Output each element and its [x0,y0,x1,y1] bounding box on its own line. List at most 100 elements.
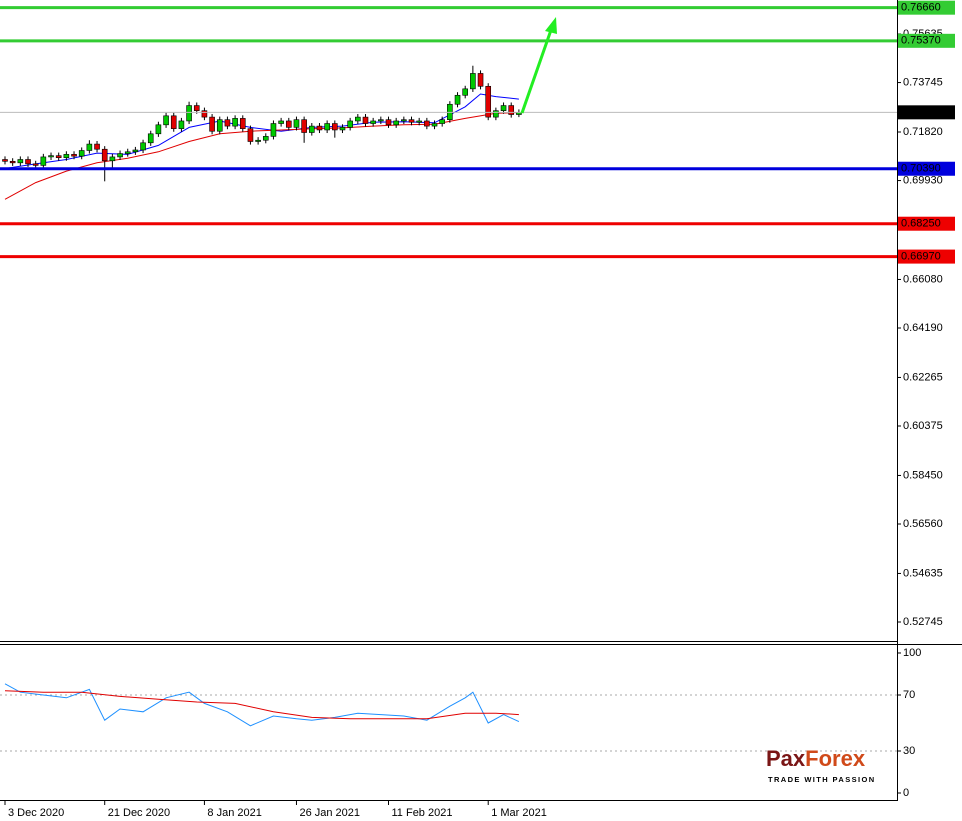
candle-body [385,119,392,126]
y-tick-label: 0.62265 [903,371,943,383]
candle-body [55,155,62,158]
candle-body [78,150,85,157]
candle-body [339,127,346,131]
candle-body [439,119,445,124]
candle-body [9,160,16,164]
candle-body [94,143,100,150]
level-box [898,33,955,48]
y-tick-label: 100 [903,647,921,659]
candle-body [332,123,338,131]
indicator-line [4,690,519,720]
candle-body [308,125,315,133]
indicator-line [4,683,520,727]
x-tick-label: 26 Jan 2021 [299,807,360,819]
candle-body [170,115,177,129]
x-tick-label: 1 Mar 2021 [491,807,547,819]
candle-body [370,120,376,124]
y-tick-label: 0.66080 [903,273,943,285]
x-tick-label: 21 Dec 2020 [108,807,170,819]
candle-body [485,85,492,118]
candle-body [255,139,261,142]
candle-body [424,120,430,127]
arrow-shaft [520,29,553,114]
candle-body [293,119,300,128]
candle-body [262,136,269,141]
level-label: 0.68250 [901,218,941,230]
y-tick-label: 70 [903,689,915,701]
candle-body [124,151,131,154]
candle-body [278,120,284,124]
candle-body [416,120,422,123]
candle-body [285,120,292,128]
candle-body [86,143,93,151]
candle-body [216,119,223,132]
candle-body [163,115,169,126]
y-tick-label: 0.73745 [903,76,943,88]
x-tick-label: 3 Dec 2020 [8,807,64,819]
candle-body [362,116,369,124]
candle-body [239,118,246,129]
y-tick-label: 30 [903,745,915,757]
candle-body [232,118,238,127]
candle-body [25,159,31,165]
candle-body [132,149,139,153]
candle-body [401,119,407,122]
candle-body [17,159,24,164]
logo-text: PaxForex [766,746,866,771]
candle-body [2,159,8,162]
x-tick-label: 8 Jan 2021 [207,807,261,819]
y-tick-label: 0.58450 [903,469,943,481]
candle-body [201,110,208,118]
candle-body [462,88,469,96]
moving-average [4,93,519,169]
candle-body [408,119,415,123]
level-label: 0.70390 [901,163,941,175]
y-tick-label: 0.54635 [903,567,943,579]
candle-body [431,123,438,127]
forecast-arrow [520,17,557,114]
arrow-head [545,17,557,34]
candle-body [301,119,307,133]
candle-body [378,119,384,122]
candle-body [224,119,231,127]
logo-tagline: TRADE WITH PASSION [768,775,876,784]
candle-body [347,120,353,128]
candle-body [316,125,323,131]
level-box [898,249,955,264]
level-box [898,216,955,231]
y-tick-label: 0.69930 [903,174,943,186]
candle-body [454,94,461,105]
candle-body [470,73,476,90]
candle-body [155,124,162,135]
level-box [898,161,955,176]
y-tick-label: 0.71820 [903,126,943,138]
frame [0,0,962,801]
y-tick-label: 0 [903,787,909,799]
candle-body [40,156,47,166]
candle-body [109,156,116,162]
level-label: 0.66970 [901,250,941,262]
candle-body [71,154,77,157]
candle-body [140,142,146,151]
logo-part: Forex [805,746,866,771]
candle-body [178,120,185,129]
y-tick-label: 0.56560 [903,518,943,530]
level-label: 0.76660 [901,2,941,14]
y-tick-label: 0.52745 [903,616,943,628]
candle-body [209,116,215,132]
candle-body [32,163,39,166]
level-label: 0.75370 [901,35,941,47]
level-box [898,0,955,15]
candle-body [147,133,154,144]
candle-body [270,123,277,137]
candle-body [101,148,108,162]
x-tick-label: 11 Feb 2021 [392,807,453,819]
candle-body [117,153,123,158]
last-price-label: 0.72586 [901,106,941,118]
candle-body [355,116,361,122]
y-tick-label: 0.60375 [903,420,943,432]
y-tick-label: 0.64190 [903,322,943,334]
candle-body [324,123,330,131]
candle-body [63,154,70,158]
